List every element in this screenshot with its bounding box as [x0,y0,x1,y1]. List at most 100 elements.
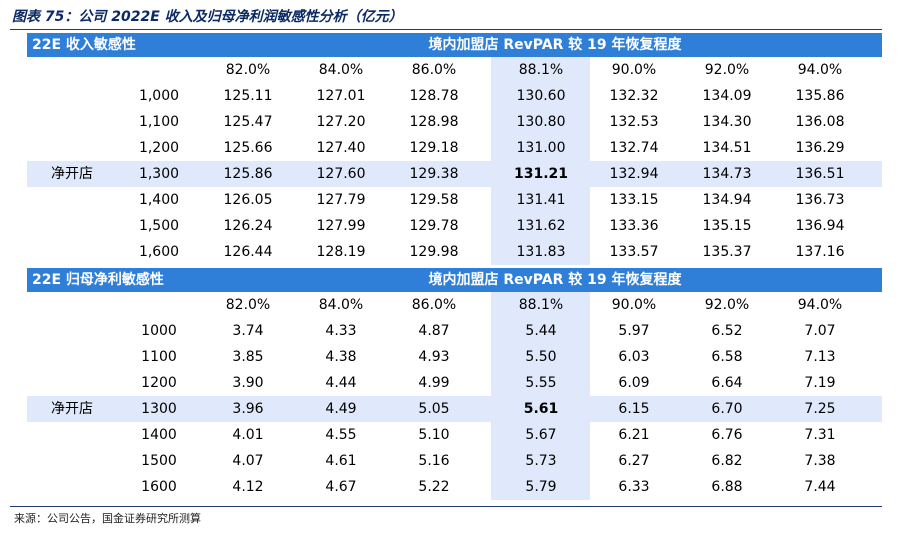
row-label: 1,100 [138,114,180,130]
net-profit-sensitivity-table: 82.0% 84.0% 86.0% 88.1% 90.0% 92.0% 94.0% 1000 3… [27,292,882,500]
table-cell: 4.61 [325,453,357,469]
table-cell: 5.67 [525,427,557,443]
row-label: 1400 [141,427,177,443]
row-group-label: 净开店 [51,401,93,417]
column-header-row: 82.0% 84.0% 86.0% 88.1% 90.0% 92.0% 94.0% [27,292,882,318]
section-label: 22E 归母净利敏感性 [32,272,164,288]
row-label: 1600 [141,479,177,495]
table-cell: 136.51 [795,166,845,182]
column-header: 88.1% [518,62,564,78]
table-cell: 6.27 [618,453,650,469]
section-header-revenue: 22E 收入敏感性 境内加盟店 RevPAR 较 19 年恢复程度 [27,33,882,57]
table-row: 1,400 126.05 127.79 129.58 131.41 133.15 134.9… [27,187,882,213]
row-label: 1000 [141,323,177,339]
table-cell: 129.98 [409,244,459,260]
table-cell: 6.70 [711,401,743,417]
row-label: 1,600 [138,244,180,260]
table-cell: 6.52 [711,323,743,339]
row-group-label: 净开店 [51,166,93,182]
table-cell: 5.10 [418,427,450,443]
table-cell: 130.80 [516,114,566,130]
table-cell: 129.18 [409,140,459,156]
table-cell: 136.94 [795,218,845,234]
table-cell: 4.93 [418,349,450,365]
table-row: 1,500 126.24 127.99 129.78 131.62 133.36 135.1… [27,213,882,239]
table-cell: 129.78 [409,218,459,234]
top-rule [10,29,882,30]
column-header: 86.0% [411,62,457,78]
column-header: 84.0% [318,297,364,313]
table-row: 1200 3.90 4.44 4.99 5.55 6.09 6.64 7.19 [27,370,882,396]
table-cell: 129.38 [409,166,459,182]
table-cell: 135.37 [702,244,752,260]
row-label: 1,000 [138,88,180,104]
table-cell: 125.66 [223,140,273,156]
table-cell: 133.57 [609,244,659,260]
table-cell: 5.79 [525,479,557,495]
table-cell: 131.83 [516,244,566,260]
table-cell: 136.29 [795,140,845,156]
table-cell: 134.94 [702,192,752,208]
table-cell: 7.13 [804,349,836,365]
column-header: 86.0% [411,297,457,313]
row-label: 1300 [141,401,177,417]
table-row: 1300 3.96 4.49 5.05 5.61 6.15 6.70 7.25 [27,396,882,422]
table-cell: 128.19 [316,244,366,260]
column-header: 94.0% [797,62,843,78]
table-cell: 4.49 [325,401,357,417]
table-cell: 136.08 [795,114,845,130]
table-cell: 132.53 [609,114,659,130]
table-row: 1,600 126.44 128.19 129.98 131.83 133.57 135.3… [27,239,882,265]
column-header: 84.0% [318,62,364,78]
table-cell: 3.90 [232,375,264,391]
table-cell: 3.96 [232,401,264,417]
table-cell: 127.99 [316,218,366,234]
table-cell: 5.05 [418,401,450,417]
section-label: 22E 收入敏感性 [32,37,136,53]
row-label: 1,200 [138,140,180,156]
column-header-row: 82.0% 84.0% 86.0% 88.1% 90.0% 92.0% 94.0% [27,57,882,83]
row-label: 1100 [141,349,177,365]
table-cell: 4.87 [418,323,450,339]
table-cell: 5.22 [418,479,450,495]
column-header: 88.1% [518,297,564,313]
revenue-sensitivity-table: 82.0% 84.0% 86.0% 88.1% 90.0% 92.0% 94.0% 1,000… [27,57,882,265]
table-cell: 131.21 [513,166,569,182]
table-cell: 5.50 [525,349,557,365]
table-row: 1,300 125.86 127.60 129.38 131.21 132.94 134.7… [27,161,882,187]
table-cell: 3.74 [232,323,264,339]
table-cell: 7.31 [804,427,836,443]
table-cell: 127.79 [316,192,366,208]
section-header-net-profit: 22E 归母净利敏感性 境内加盟店 RevPAR 较 19 年恢复程度 [27,268,882,292]
table-cell: 126.44 [223,244,273,260]
table-cell: 127.40 [316,140,366,156]
table-cell: 131.62 [516,218,566,234]
row-label: 1,400 [138,192,180,208]
table-cell: 130.60 [516,88,566,104]
table-cell: 127.60 [316,166,366,182]
table-cell: 4.67 [325,479,357,495]
column-header: 92.0% [704,62,750,78]
table-row: 1500 4.07 4.61 5.16 5.73 6.27 6.82 7.38 [27,448,882,474]
row-label: 1200 [141,375,177,391]
table-cell: 6.64 [711,375,743,391]
group-label: 境内加盟店 RevPAR 较 19 年恢复程度 [428,37,682,53]
column-header: 82.0% [225,62,271,78]
table-cell: 6.88 [711,479,743,495]
table-cell: 5.55 [525,375,557,391]
table-row: 1000 3.74 4.33 4.87 5.44 5.97 6.52 7.07 [27,318,882,344]
table-cell: 126.05 [223,192,273,208]
table-cell: 132.74 [609,140,659,156]
table-cell: 7.19 [804,375,836,391]
table-cell: 4.38 [325,349,357,365]
table-row: 1,000 125.11 127.01 128.78 130.60 132.32 134.0… [27,83,882,109]
table-cell: 134.51 [702,140,752,156]
table-cell: 126.24 [223,218,273,234]
table-cell: 6.58 [711,349,743,365]
table-cell: 125.11 [223,88,273,104]
table-cell: 4.01 [232,427,264,443]
table-cell: 5.97 [618,323,650,339]
table-cell: 134.73 [702,166,752,182]
table-cell: 125.86 [223,166,273,182]
figure-title: 图表 75：公司 2022E 收入及归母净利润敏感性分析（亿元） [12,9,403,25]
